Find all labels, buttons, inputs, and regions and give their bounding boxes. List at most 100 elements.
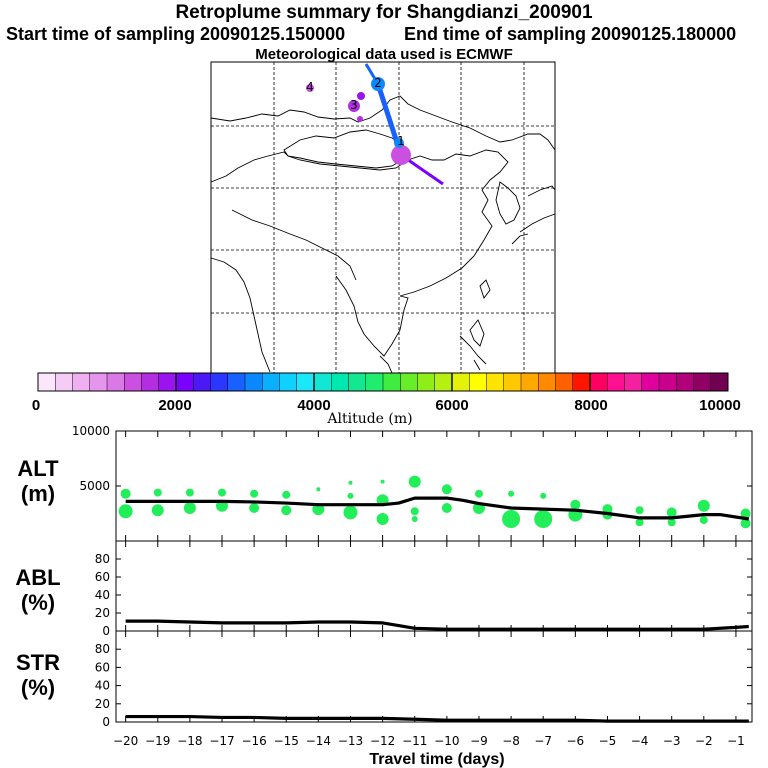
alt-spread-point bbox=[120, 488, 131, 499]
alt-spread-point bbox=[316, 487, 321, 492]
abl-panel: 0 20 40 60 80 bbox=[95, 540, 753, 638]
start-time-label: Start time of sampling 20090125.150000 bbox=[6, 24, 346, 44]
x-tick-label: −9 bbox=[470, 734, 488, 748]
colorbar-swatch bbox=[262, 373, 280, 391]
colorbar-swatch bbox=[503, 373, 522, 391]
alt-spread-point bbox=[697, 499, 710, 512]
abl-ylabel-line2: (%) bbox=[21, 590, 55, 615]
colorbar-swatch bbox=[176, 373, 194, 391]
colorbar-swatch bbox=[227, 373, 246, 391]
y-tick-label: 40 bbox=[95, 588, 110, 602]
chart-title: Retroplume summary for Shangdianzi_20090… bbox=[175, 2, 593, 23]
colorbar-swatch bbox=[434, 373, 453, 391]
colorbar-swatch bbox=[365, 373, 384, 391]
alt-spread-point bbox=[343, 505, 358, 520]
colorbar-tick-6000: 6000 bbox=[435, 397, 468, 414]
alt-spread-point bbox=[185, 488, 194, 497]
colorbar-swatch bbox=[710, 373, 729, 391]
himalaya-line bbox=[231, 209, 357, 281]
alt-spread-point bbox=[508, 490, 515, 497]
colorbar-swatch bbox=[158, 373, 177, 391]
x-tick-label: −3 bbox=[663, 734, 681, 748]
x-tick-label: −5 bbox=[599, 734, 617, 748]
altitude-colorbar bbox=[37, 372, 729, 392]
alt-spread-point bbox=[347, 492, 354, 499]
map-panel: 1 2 3 4 bbox=[210, 61, 556, 374]
x-tick-label: −20 bbox=[113, 734, 138, 748]
alt-spread-point bbox=[249, 503, 260, 513]
map-frame bbox=[210, 61, 556, 374]
alt-spread-point bbox=[441, 503, 452, 513]
colorbar-swatch bbox=[641, 373, 660, 391]
alt-spread-point bbox=[282, 490, 291, 499]
colorbar-swatch bbox=[417, 373, 436, 391]
str-ylabel-line1: STR bbox=[16, 650, 60, 675]
colorbar-swatch bbox=[89, 373, 108, 391]
y-tick-label: 10000 bbox=[72, 424, 110, 438]
colorbar-tick-8000: 8000 bbox=[574, 397, 607, 414]
y-tick-label: 20 bbox=[95, 697, 110, 711]
russia-border bbox=[210, 95, 556, 151]
colorbar-swatch bbox=[193, 373, 211, 391]
colorbar-swatch bbox=[72, 373, 91, 391]
alt-spread-point bbox=[667, 518, 676, 527]
map-gridlines bbox=[211, 62, 555, 373]
alt-spread-point bbox=[348, 480, 353, 485]
alt-spread-point bbox=[281, 505, 292, 516]
colorbar-swatch bbox=[383, 373, 401, 391]
philippines-coast bbox=[469, 319, 485, 347]
y-tick-label: 20 bbox=[95, 606, 110, 620]
colorbar-axis-label: Altitude (m) bbox=[326, 411, 412, 427]
alt-spread-point bbox=[408, 475, 421, 488]
korea-coast bbox=[495, 181, 521, 225]
alt-panel: 5000 10000 bbox=[72, 424, 753, 542]
x-tick-label: −8 bbox=[502, 734, 520, 748]
alt-spread-point bbox=[380, 479, 385, 484]
x-tick-label: −2 bbox=[695, 734, 713, 748]
map-label-3: 3 bbox=[350, 98, 358, 112]
colorbar-swatch bbox=[279, 373, 298, 391]
colorbar-swatch bbox=[521, 373, 539, 391]
x-tick-label: −19 bbox=[145, 734, 170, 748]
x-tick-label: −15 bbox=[274, 734, 299, 748]
colorbar-tick-2000: 2000 bbox=[158, 397, 191, 414]
alt-spread-point bbox=[250, 489, 259, 498]
x-tick-label: −17 bbox=[209, 734, 234, 748]
y-tick-label: 5000 bbox=[79, 479, 110, 493]
colorbar-swatch bbox=[314, 373, 332, 391]
x-axis-label: Travel time (days) bbox=[369, 751, 504, 768]
colorbar-swatch bbox=[590, 373, 608, 391]
y-tick-label: 80 bbox=[95, 552, 110, 566]
x-tick-label: −12 bbox=[370, 734, 395, 748]
japan-coast bbox=[511, 185, 556, 245]
plume-cluster-3 bbox=[348, 100, 360, 112]
colorbar-swatch bbox=[124, 373, 142, 391]
plume-cluster-5 bbox=[306, 84, 314, 92]
alt-spread-point bbox=[570, 499, 581, 510]
abl-frame bbox=[115, 540, 753, 632]
alt-spread-point bbox=[635, 506, 644, 515]
alt-spread-point bbox=[151, 504, 164, 517]
alt-spread-point bbox=[635, 518, 644, 527]
alt-spread-point bbox=[411, 516, 418, 522]
x-tick-label: −16 bbox=[241, 734, 266, 748]
x-tick-label: −1 bbox=[727, 734, 745, 748]
colorbar-swatch bbox=[538, 373, 556, 391]
taiwan-coast bbox=[479, 279, 491, 299]
y-tick-label: 0 bbox=[102, 624, 110, 638]
plume-cluster-4 bbox=[357, 92, 365, 100]
malay-coast bbox=[379, 335, 487, 374]
end-time-label: End time of sampling 20090125.180000 bbox=[404, 24, 737, 44]
alt-spread-point bbox=[699, 516, 708, 525]
colorbar-swatch bbox=[245, 373, 263, 391]
colorbar-swatch bbox=[452, 373, 470, 391]
str-frame bbox=[115, 630, 753, 723]
colorbar-swatch bbox=[141, 373, 160, 391]
alt-spread-point bbox=[474, 489, 483, 498]
abl-series-line bbox=[125, 619, 749, 631]
x-tick-label: −14 bbox=[306, 734, 331, 748]
plume-cluster-origin bbox=[391, 145, 411, 165]
colorbar-swatch bbox=[55, 373, 73, 391]
